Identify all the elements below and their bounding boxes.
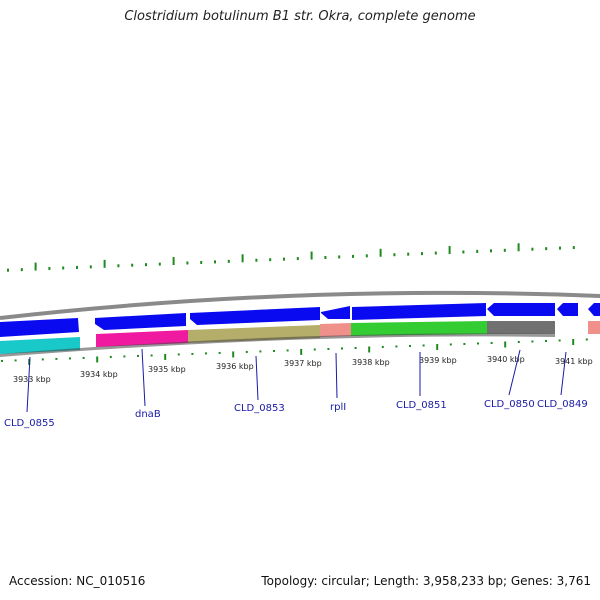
gene-arrow[interactable]	[321, 306, 350, 319]
gc-content-ticks	[7, 243, 575, 272]
gene-arrow[interactable]	[0, 318, 79, 337]
gene-label-rpli[interactable]: rplI	[330, 402, 346, 413]
gene-arrow[interactable]	[95, 313, 186, 330]
gene-block-gray[interactable]	[487, 321, 555, 334]
gene-label-dnab[interactable]: dnaB	[135, 409, 161, 420]
scale-label: 3941 kbp	[555, 357, 593, 366]
forward-strand-genes	[0, 303, 600, 337]
scale-ticks	[1, 338, 588, 365]
gene-label-cld-0850[interactable]: CLD_0850	[484, 399, 535, 410]
gene-arrow[interactable]	[352, 303, 486, 320]
scale-labels: 3933 kbp 3934 kbp 3935 kbp 3936 kbp 3937…	[13, 355, 593, 384]
accession-text: Accession: NC_010516	[9, 574, 146, 588]
scale-label: 3935 kbp	[148, 365, 186, 374]
scale-label: 3937 kbp	[284, 359, 322, 368]
gene-arrow[interactable]	[588, 303, 600, 316]
gene-label-cld-0849[interactable]: CLD_0849	[537, 399, 588, 410]
scale-label: 3934 kbp	[80, 370, 118, 379]
gene-block-salmon[interactable]	[588, 321, 600, 334]
reverse-strand-genes	[0, 321, 600, 357]
gene-arrow[interactable]	[487, 303, 555, 316]
gene-block-green[interactable]	[351, 321, 487, 336]
scale-label: 3933 kbp	[13, 375, 51, 384]
scale-label: 3936 kbp	[216, 362, 254, 371]
gene-arrow[interactable]	[190, 307, 320, 325]
gene-block-salmon[interactable]	[320, 323, 351, 337]
gene-label-cld-0855[interactable]: CLD_0855	[4, 418, 55, 429]
genome-summary-text: Topology: circular; Length: 3,958,233 bp…	[261, 574, 591, 588]
gene-labels: CLD_0855 dnaB CLD_0853 rplI CLD_0851 CLD…	[4, 399, 588, 429]
scale-label: 3939 kbp	[419, 356, 457, 365]
reverse-strand-shadow	[0, 333, 555, 357]
gene-label-cld-0851[interactable]: CLD_0851	[396, 400, 447, 411]
scale-label: 3940 kbp	[487, 355, 525, 364]
genome-backbone	[0, 290, 600, 320]
gene-arrow[interactable]	[557, 303, 578, 316]
scale-label: 3938 kbp	[352, 358, 390, 367]
genome-title: Clostridium botulinum B1 str. Okra, comp…	[124, 9, 476, 24]
gene-label-cld-0853[interactable]: CLD_0853	[234, 403, 285, 414]
gene-leader-lines	[26, 348, 567, 413]
